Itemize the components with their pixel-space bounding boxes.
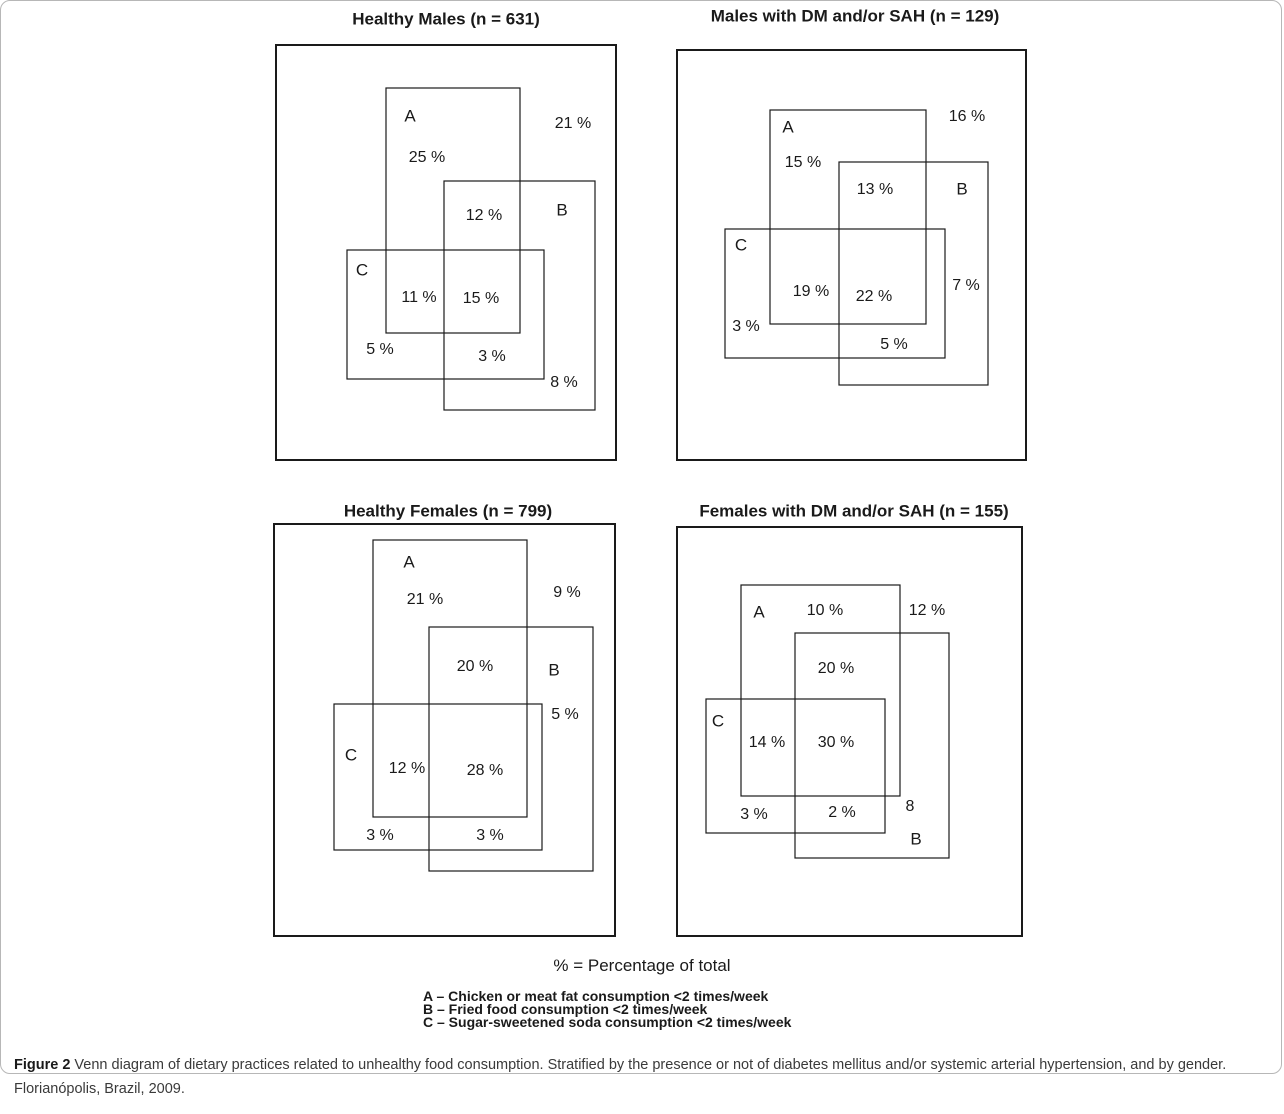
set-b-rect xyxy=(838,161,989,386)
region-value: 12 % xyxy=(466,207,502,224)
region-value: 11 % xyxy=(401,289,436,306)
region-value: 16 % xyxy=(949,108,985,125)
region-value: 21 % xyxy=(407,591,443,608)
set-a-label: A xyxy=(403,552,415,571)
set-a-rect xyxy=(372,539,528,818)
panel-border xyxy=(273,523,616,937)
set-c-rect xyxy=(333,703,543,851)
region-value: 22 % xyxy=(856,288,892,305)
region-value: 14 % xyxy=(749,734,785,751)
panel-border xyxy=(275,44,617,461)
set-c-label: C xyxy=(345,745,357,764)
panel-healthy-females xyxy=(273,523,616,937)
set-a-rect xyxy=(740,584,901,797)
set-a-rect xyxy=(769,109,927,325)
region-value: 9 % xyxy=(553,584,581,601)
region-value: 15 % xyxy=(785,154,821,171)
panel-males-dm-sah xyxy=(676,49,1027,461)
panel-border xyxy=(676,49,1027,461)
region-value: 5 % xyxy=(366,341,394,358)
set-c-label: C xyxy=(712,711,724,730)
set-b-label: B xyxy=(548,660,559,679)
set-b-rect xyxy=(794,632,950,859)
set-a-label: A xyxy=(404,106,416,125)
region-value: 12 % xyxy=(909,602,945,619)
panel-healthy-males xyxy=(275,44,617,461)
set-b-label: B xyxy=(910,829,921,848)
set-a-label: A xyxy=(782,117,794,136)
set-c-rect xyxy=(705,698,886,834)
region-value: 15 % xyxy=(463,290,499,307)
region-value: 13 % xyxy=(857,181,893,198)
set-c-rect xyxy=(724,228,946,359)
region-value: 19 % xyxy=(793,283,829,300)
legend: A – Chicken or meat fat consumption <2 t… xyxy=(423,988,792,1030)
region-value: 12 % xyxy=(389,760,425,777)
caption-text: Venn diagram of dietary practices relate… xyxy=(14,1057,1227,1097)
region-value: 21 % xyxy=(555,115,591,132)
panel-females-dm-sah xyxy=(676,526,1023,937)
region-value: 30 % xyxy=(818,734,854,751)
set-b-label: B xyxy=(956,179,967,198)
panel-title: Males with DM and/or SAH (n = 129) xyxy=(711,6,1000,25)
region-value: 25 % xyxy=(409,149,445,166)
set-b-label: B xyxy=(556,200,567,219)
set-b-rect xyxy=(428,626,594,872)
region-value: 3 % xyxy=(740,806,768,823)
region-value: 5 % xyxy=(880,336,908,353)
region-value: 8 % xyxy=(550,374,578,391)
panel-title: Healthy Females (n = 799) xyxy=(344,501,552,520)
legend-item-b: B – Fried food consumption <2 times/week xyxy=(423,1001,708,1017)
legend-item-c: C – Sugar-sweetened soda consumption <2 … xyxy=(423,1014,792,1030)
region-value: 8 xyxy=(906,798,915,815)
set-a-rect xyxy=(385,87,521,334)
region-value: 5 % xyxy=(551,706,579,723)
region-value: 2 % xyxy=(828,804,856,821)
region-value: 20 % xyxy=(818,660,854,677)
panel-border xyxy=(676,526,1023,937)
region-value: 3 % xyxy=(478,348,506,365)
region-value: 28 % xyxy=(467,762,503,779)
region-value: 7 % xyxy=(952,277,980,294)
set-c-rect xyxy=(346,249,545,380)
caption-label: Figure 2 xyxy=(14,1057,71,1073)
region-value: 20 % xyxy=(457,658,493,675)
set-b-rect xyxy=(443,180,596,411)
region-value: 3 % xyxy=(732,318,760,335)
percentage-note: % = Percentage of total xyxy=(553,956,731,975)
panel-title: Healthy Males (n = 631) xyxy=(352,9,540,28)
set-c-label: C xyxy=(356,260,368,279)
legend-item-a: A – Chicken or meat fat consumption <2 t… xyxy=(423,988,769,1004)
region-value: 3 % xyxy=(366,827,394,844)
region-value: 10 % xyxy=(807,602,843,619)
panel-title: Females with DM and/or SAH (n = 155) xyxy=(699,501,1008,520)
figure-frame xyxy=(0,0,1282,1074)
set-a-label: A xyxy=(753,602,765,621)
region-value: 3 % xyxy=(476,827,504,844)
figure-caption: Figure 2 Venn diagram of dietary practic… xyxy=(14,1053,1276,1101)
set-c-label: C xyxy=(735,235,747,254)
